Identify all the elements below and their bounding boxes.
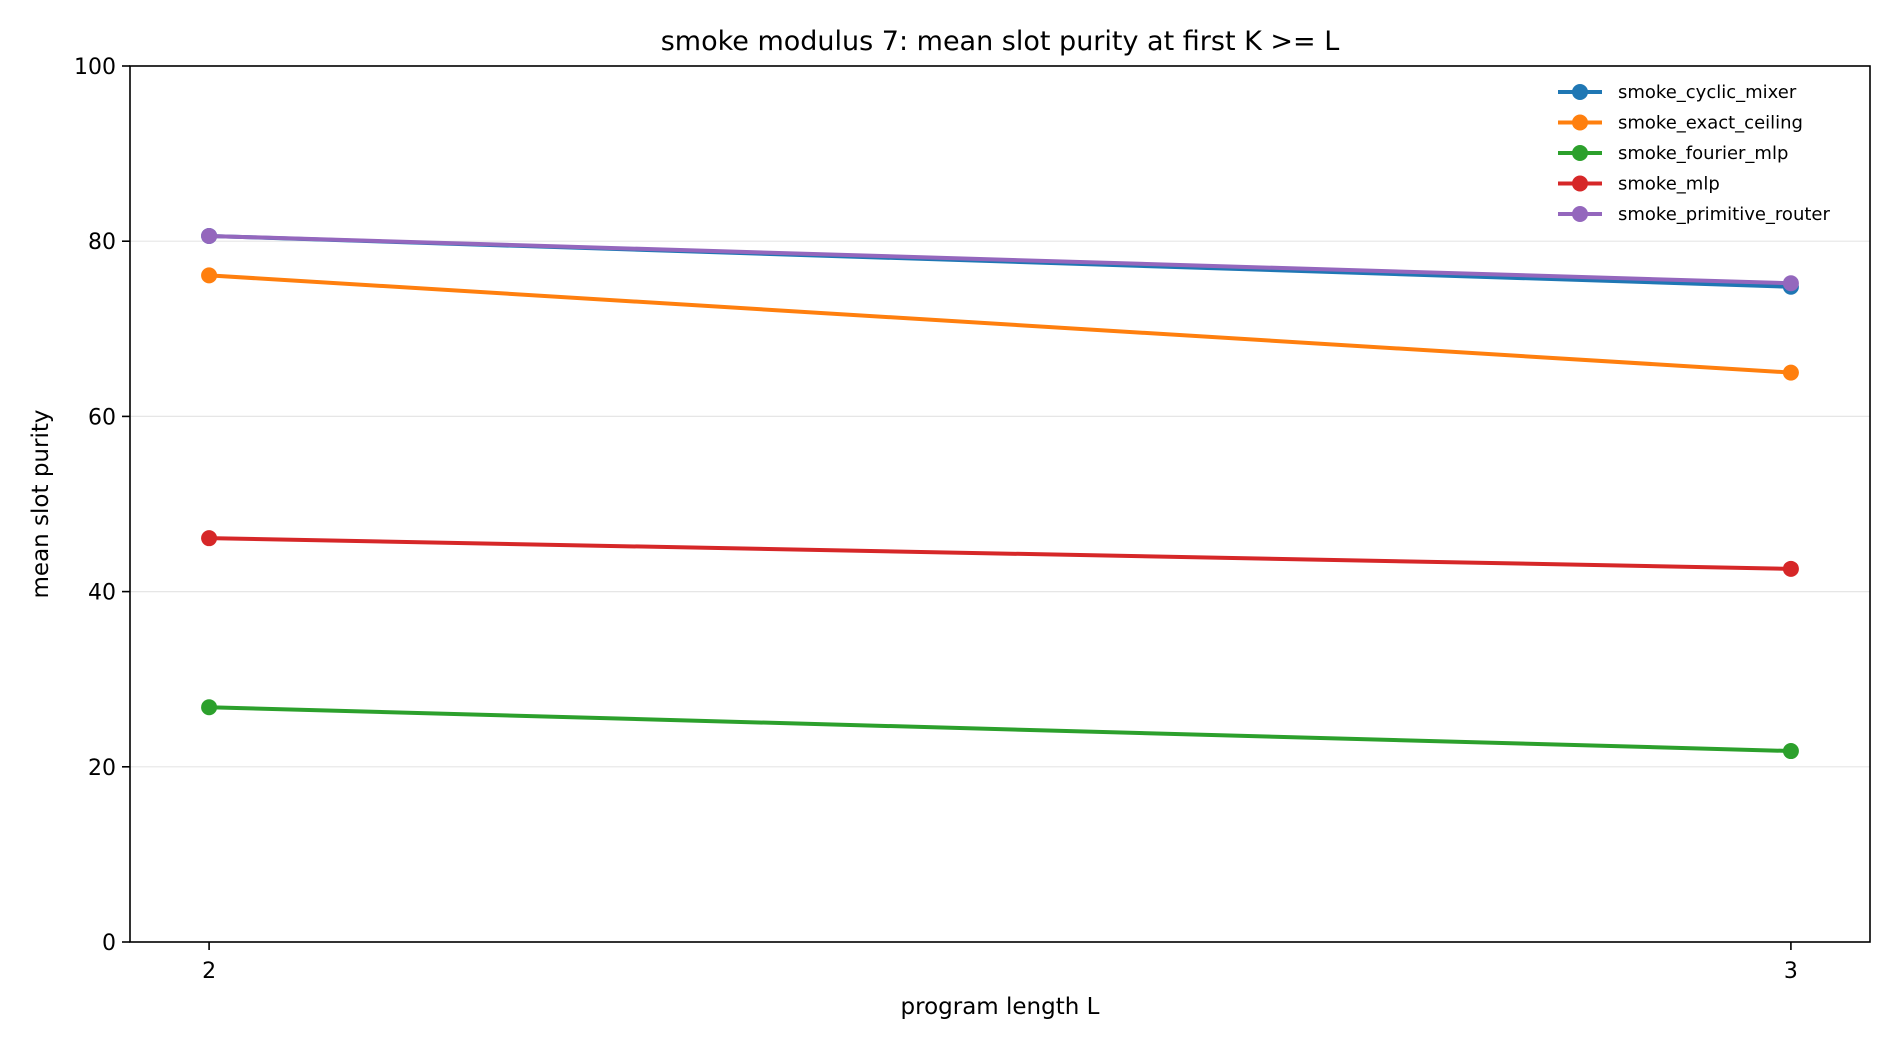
y-tick-label: 80 [88,230,116,255]
legend-swatch-marker [1572,114,1588,131]
y-tick-label: 40 [88,581,116,606]
legend-label: smoke_mlp [1618,174,1720,195]
series-layer [201,227,1799,760]
y-tick-label: 60 [88,405,116,430]
plot-frame [129,65,1871,943]
data-point-smoke_mlp [201,530,218,547]
legend-swatch-marker [1572,206,1588,222]
legend-swatch-marker [1572,175,1588,192]
x-tick-label: 2 [202,959,216,984]
series-line-smoke_mlp [207,536,1793,571]
legend-label: smoke_exact_ceiling [1618,113,1803,134]
legend-swatch-marker [1572,84,1588,100]
series-line-smoke_fourier_mlp [207,705,1793,754]
y-axis-label: mean slot purity [28,410,54,599]
series-line-smoke_exact_ceiling [207,273,1793,375]
y-tick-label: 100 [74,55,116,80]
y-tick-label: 0 [102,931,116,956]
legend-label: smoke_fourier_mlp [1618,143,1788,164]
x-tick-label: 3 [1784,959,1798,984]
chart-title: smoke modulus 7: mean slot purity at fir… [661,26,1340,57]
series-line-smoke_primitive_router [207,233,1793,286]
data-point-smoke_fourier_mlp [201,699,218,716]
gridlines [130,240,1870,768]
legend-label: smoke_cyclic_mixer [1618,82,1797,103]
y-tick-label: 20 [88,756,116,781]
data-point-smoke_exact_ceiling [1782,364,1799,381]
legend-swatch-marker [1572,145,1588,161]
legend-label: smoke_primitive_router [1618,204,1830,225]
data-point-smoke_primitive_router [201,227,218,244]
x-axis-label: program length L [901,994,1100,1020]
data-point-smoke_exact_ceiling [201,267,218,284]
data-point-smoke_mlp [1782,560,1799,577]
data-point-smoke_fourier_mlp [1782,743,1799,760]
data-point-smoke_primitive_router [1782,275,1799,292]
legend: smoke_cyclic_mixer smoke_exact_ceilingsmo… [1558,82,1830,225]
axes: 0 20 40 60 80 100 2 3 [74,55,1798,984]
